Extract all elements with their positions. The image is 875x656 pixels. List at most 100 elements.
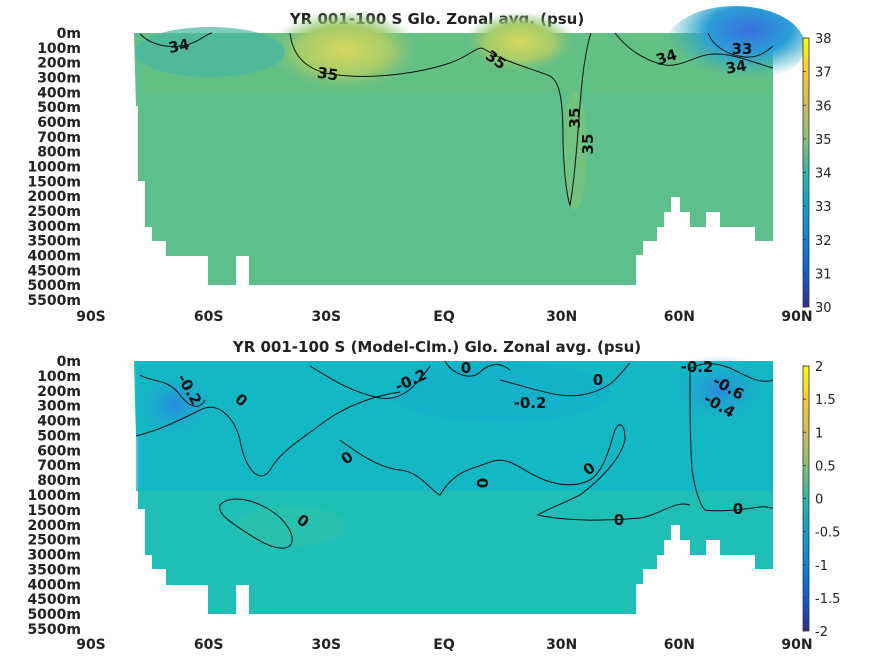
bottom-contour-label: 0: [593, 371, 603, 389]
bottom-field: [130, 355, 775, 614]
top-contour-label: 34: [654, 45, 679, 69]
top-ocean-fill: [134, 33, 773, 285]
x-tick-label: 30S: [312, 309, 342, 325]
colorbar-tick-label: 34: [815, 167, 832, 182]
x-tick-label: EQ: [433, 637, 455, 653]
bottom-contour-0-south: [135, 391, 401, 477]
colorbar-tick-label: 0: [815, 493, 823, 508]
bottom-contour-label: 0: [614, 511, 624, 529]
y-tick-label: 600m: [37, 443, 81, 459]
y-tick-label: 1000m: [27, 488, 81, 504]
colorbar-tick-label: 31: [815, 267, 832, 282]
top-contour-label: 35: [566, 108, 584, 129]
y-tick-label: 500m: [37, 100, 81, 116]
y-tick-label: 4500m: [27, 592, 81, 608]
top-contour-33: [707, 32, 774, 58]
y-tick-label: 400m: [37, 414, 81, 430]
y-tick-label: 3000m: [27, 548, 81, 564]
x-tick-label: 90N: [781, 309, 812, 325]
y-tick-label: 2500m: [27, 533, 81, 549]
y-tick-label: 4000m: [27, 577, 81, 593]
bottom-deep-positive: [235, 506, 345, 546]
y-tick-label: 5500m: [27, 293, 81, 309]
colorbar-tick-label: 37: [815, 66, 832, 81]
bottom-contour-0-south-deep: [219, 498, 293, 549]
colorbar-tick-label: -0.5: [815, 526, 840, 541]
colorbar-tick-label: 1.5: [815, 393, 836, 408]
y-tick-label: 0m: [57, 354, 81, 370]
bottom-contour-north-0: [689, 364, 774, 512]
bottom-contours: [135, 360, 774, 549]
y-tick-label: 2000m: [27, 189, 81, 205]
top-axes: 90S 60S 30S EQ 30N 60N 90N0m100m200m300m400m50…: [27, 26, 812, 325]
y-tick-label: 300m: [37, 399, 81, 415]
x-tick-label: 60S: [194, 309, 224, 325]
top-contour-label: 35: [579, 134, 597, 155]
top-panel: YR 001-100 S Glo. Zonal avg. (psu) 34 35…: [27, 6, 832, 325]
y-tick-label: 500m: [37, 428, 81, 444]
top-arctic-fresh: [665, 6, 805, 86]
bottom-mid-negative: [390, 362, 610, 422]
bottom-contour-0-deep: [339, 424, 691, 521]
top-contour-label: 34: [724, 56, 748, 77]
y-tick-label: 100m: [37, 369, 81, 385]
top-contours: [139, 32, 774, 207]
top-contour-35: [289, 32, 592, 207]
bottom-contour-label: 0: [461, 359, 471, 377]
x-tick-label: 90S: [76, 309, 106, 325]
y-tick-label: 700m: [37, 130, 81, 146]
y-tick-label: 3500m: [27, 234, 81, 250]
x-tick-label: 30S: [312, 637, 342, 653]
bottom-north-negative: [665, 355, 775, 425]
y-tick-label: 600m: [37, 115, 81, 131]
y-tick-label: 400m: [37, 85, 81, 101]
y-tick-label: 5500m: [27, 622, 81, 638]
x-tick-label: 60N: [664, 637, 695, 653]
top-contour-34-south: [139, 32, 213, 47]
bottom-chart-title: YR 001-100 S (Model-Clm.) Glo. Zonal avg…: [232, 338, 641, 356]
top-contour-label: 33: [732, 40, 753, 58]
colorbar-tick-label: 1: [815, 426, 823, 441]
colorbar-tick-label: 35: [815, 133, 832, 148]
x-tick-label: 30N: [546, 309, 577, 325]
bottom-contour-neg02-n: [499, 362, 631, 397]
bottom-contour-label: -0.2: [681, 358, 714, 376]
colorbar-tick-label: 32: [815, 234, 832, 249]
y-tick-label: 800m: [37, 145, 81, 161]
top-colorbar-ticks: 38 37 36 35 34 33 32 31 30: [803, 32, 832, 316]
y-tick-label: 200m: [37, 56, 81, 72]
colorbar-tick-label: -1: [815, 559, 828, 574]
bottom-contour-north-cell: [687, 363, 774, 382]
x-tick-label: 60N: [664, 309, 695, 325]
top-southern-fresh-tint: [135, 27, 285, 77]
top-contour-labels: 34 35 35 35 35 34 33 34: [167, 35, 753, 154]
bottom-contour-label: -0.2: [514, 394, 547, 412]
y-tick-label: 3000m: [27, 219, 81, 235]
y-tick-label: 5000m: [27, 607, 81, 623]
x-tick-label: EQ: [433, 309, 455, 325]
bottom-contour-label: 0: [474, 478, 492, 488]
top-contour-34-north: [614, 32, 774, 69]
top-field: [134, 6, 805, 285]
top-contour-label: 35: [316, 64, 339, 85]
x-tick-label: 90S: [76, 637, 106, 653]
y-tick-label: 700m: [37, 458, 81, 474]
colorbar-tick-label: 36: [815, 99, 832, 114]
bottom-contour-0-eq: [444, 360, 511, 377]
colorbar-tick-label: 33: [815, 200, 832, 215]
bottom-colorbar-ticks: 2 1.5 1 0.5 0 -0.5 -1 -1.5 -2: [803, 360, 840, 640]
y-tick-label: 1500m: [27, 174, 81, 190]
bottom-axes: 90S 60S 30S EQ 30N 60N 90N0m100m200m300m400m50…: [27, 354, 812, 653]
top-south-subtropical-high: [270, 10, 420, 90]
colorbar-tick-label: 38: [815, 32, 832, 47]
y-tick-label: 100m: [37, 41, 81, 57]
colorbar-tick-label: 2: [815, 360, 823, 375]
top-north-subtropical-high: [465, 12, 575, 72]
colorbar-tick-label: -2: [815, 625, 828, 640]
colorbar-tick-label: 0.5: [815, 459, 836, 474]
y-tick-label: 2500m: [27, 204, 81, 220]
y-tick-label: 1500m: [27, 503, 81, 519]
y-tick-label: 300m: [37, 71, 81, 87]
x-tick-label: 30N: [546, 637, 577, 653]
